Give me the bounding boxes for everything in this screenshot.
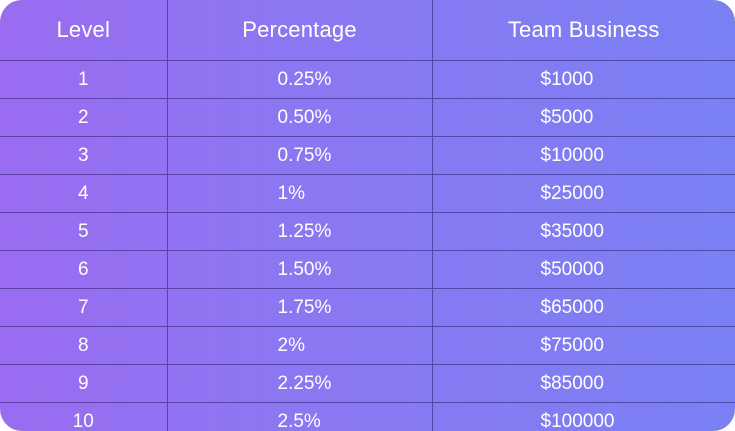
- cell-level: 6: [0, 250, 167, 289]
- header-row: Level Percentage Team Business: [0, 0, 735, 61]
- table-row: 7 1.75% $65000: [0, 288, 735, 327]
- cell-percentage: 1%: [166, 174, 432, 213]
- table-row: 2 0.50% $5000: [0, 98, 735, 137]
- cell-team-business: $25000: [431, 174, 735, 213]
- cell-percentage: 1.50%: [166, 250, 432, 289]
- header-percentage: Percentage: [166, 0, 432, 61]
- table-body: 1 0.25% $1000 2 0.50% $5000 3 0.75% $100…: [0, 60, 735, 431]
- cell-percentage: 2.25%: [166, 364, 432, 403]
- cell-team-business: $10000: [431, 136, 735, 175]
- cell-level: 2: [0, 98, 167, 137]
- cell-team-business: $5000: [431, 98, 735, 137]
- cell-percentage: 0.50%: [166, 98, 432, 137]
- table-row: 1 0.25% $1000: [0, 60, 735, 99]
- table-row: 5 1.25% $35000: [0, 212, 735, 251]
- cell-team-business: $75000: [431, 326, 735, 365]
- header-level: Level: [56, 17, 111, 42]
- table-row: 8 2% $75000: [0, 326, 735, 365]
- cell-percentage: 2%: [166, 326, 432, 365]
- table-row: 6 1.50% $50000: [0, 250, 735, 289]
- cell-level: 9: [0, 364, 167, 403]
- cell-team-business: $35000: [431, 212, 735, 251]
- cell-level: 8: [0, 326, 167, 365]
- cell-level: 10: [0, 402, 167, 431]
- table-row: 9 2.25% $85000: [0, 364, 735, 403]
- cell-team-business: $85000: [431, 364, 735, 403]
- cell-team-business: $65000: [431, 288, 735, 327]
- cell-team-business: $100000: [431, 402, 735, 431]
- cell-percentage: 0.75%: [166, 136, 432, 175]
- table-row: 3 0.75% $10000: [0, 136, 735, 175]
- cell-team-business: $50000: [431, 250, 735, 289]
- cell-level: 3: [0, 136, 167, 175]
- cell-percentage: 2.5%: [166, 402, 432, 431]
- cell-team-business: $1000: [431, 60, 735, 99]
- header-team-business: Team Business: [431, 0, 735, 61]
- cell-level: 5: [0, 212, 167, 251]
- cell-percentage: 1.25%: [166, 212, 432, 251]
- table-row: 10 2.5% $100000: [0, 402, 735, 431]
- table-row: 4 1% $25000: [0, 174, 735, 213]
- cell-level: 4: [0, 174, 167, 213]
- cell-level: 1: [0, 60, 167, 99]
- cell-level: 7: [0, 288, 167, 327]
- table-header: Level Percentage Team Business: [0, 0, 735, 61]
- cell-percentage: 1.75%: [166, 288, 432, 327]
- cell-percentage: 0.25%: [166, 60, 432, 99]
